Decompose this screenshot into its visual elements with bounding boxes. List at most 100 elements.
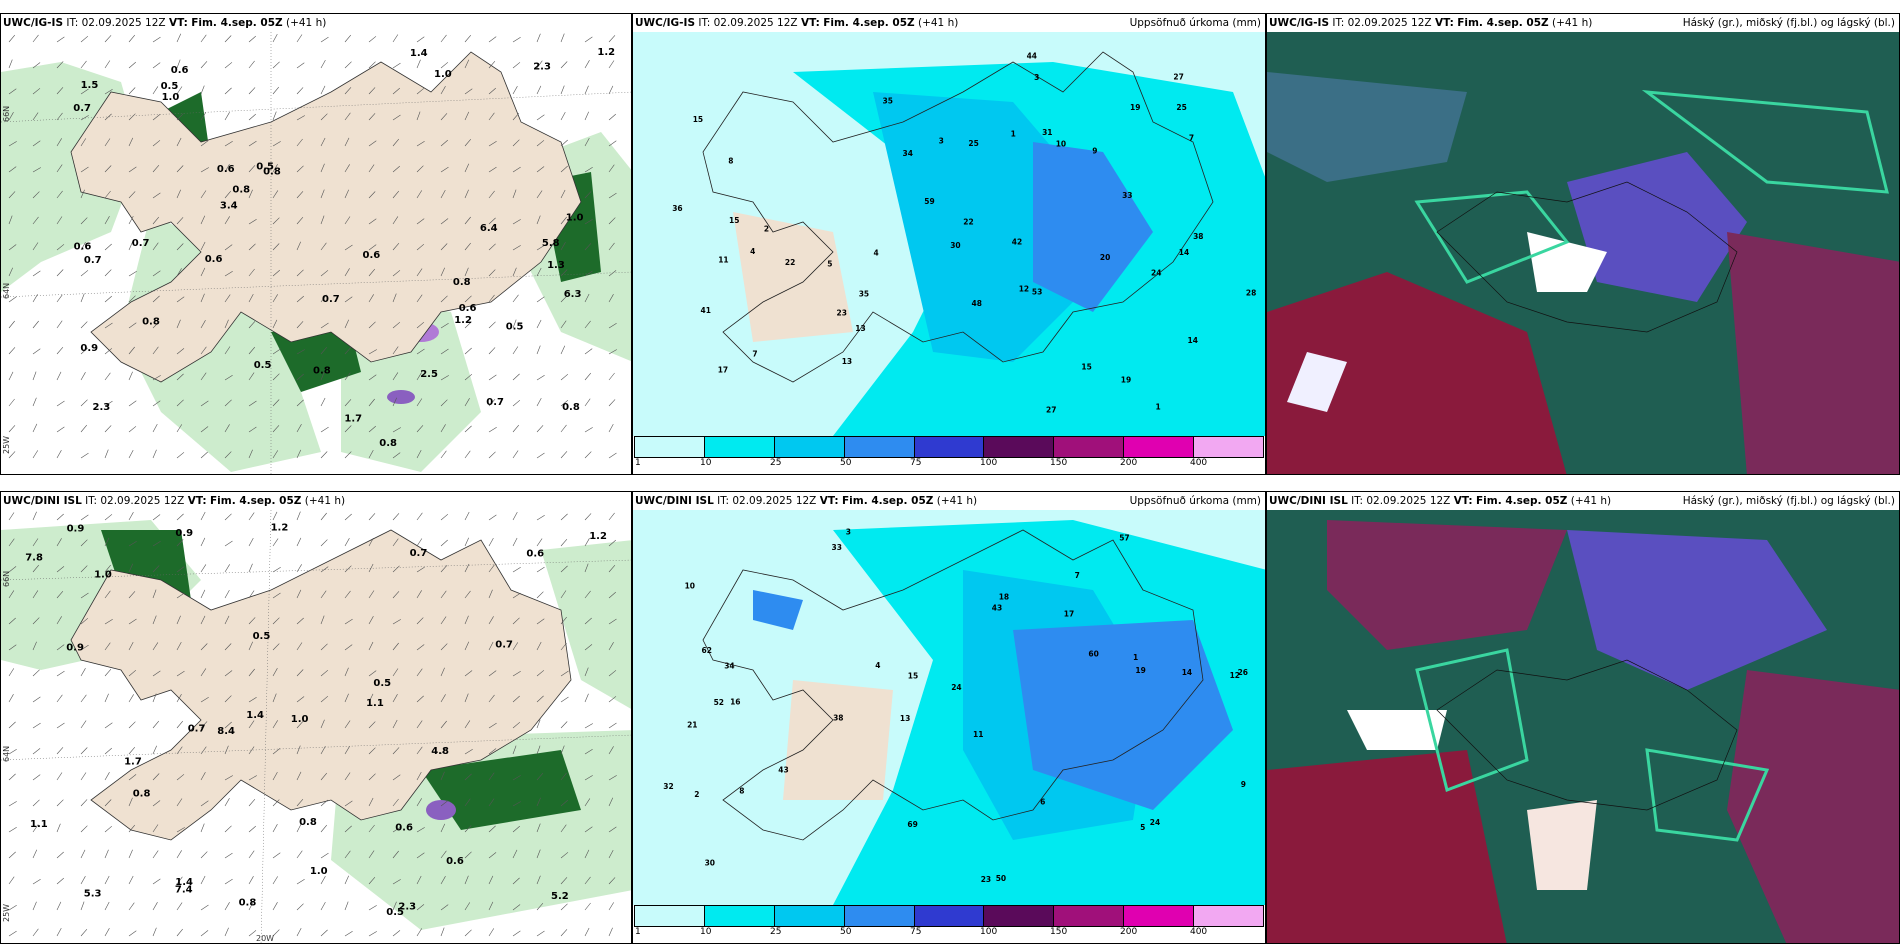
panel-subtitle: Háský (gr.), miðský (fj.bl.) og lágský (… xyxy=(1682,17,1895,29)
wind-barb xyxy=(440,513,449,521)
wind-barb xyxy=(152,745,157,755)
wind-barb xyxy=(296,696,305,703)
wind-barb xyxy=(248,268,255,277)
wind-barb xyxy=(32,348,41,355)
wind-barb xyxy=(296,721,304,729)
wind-barb xyxy=(128,346,135,355)
colorbar-tick-label: 1 xyxy=(635,927,641,937)
wind-barb xyxy=(32,538,39,547)
wind-barb xyxy=(608,322,617,329)
wind-barb xyxy=(440,322,449,329)
wind-barb xyxy=(512,775,521,781)
wind-barb xyxy=(8,668,15,677)
wind-barb xyxy=(32,191,40,199)
wind-barb xyxy=(200,697,209,703)
wind-barb xyxy=(80,189,85,199)
wind-barb xyxy=(56,851,64,859)
wind-barb xyxy=(320,824,328,833)
wind-barb xyxy=(512,346,519,355)
wind-barb xyxy=(392,619,401,625)
wind-barb xyxy=(392,642,399,651)
wind-barb xyxy=(56,901,62,911)
colorbar-cell xyxy=(984,437,1055,457)
wind-barb xyxy=(80,772,87,781)
value-label: 0.6 xyxy=(217,164,235,175)
wind-barb xyxy=(8,566,17,573)
wind-barb xyxy=(608,670,617,677)
wind-barb xyxy=(272,538,279,547)
wind-barb xyxy=(416,512,423,521)
wind-barb xyxy=(608,902,614,911)
wind-barb xyxy=(608,217,616,225)
value-label: 0.8 xyxy=(263,166,281,177)
wind-barb xyxy=(584,243,592,251)
wind-barb xyxy=(296,669,304,677)
wind-barb xyxy=(8,347,16,355)
value-label: 0.5 xyxy=(373,678,391,689)
wind-barb xyxy=(128,541,137,547)
wind-barb xyxy=(560,165,568,173)
wind-barb xyxy=(224,35,232,43)
value-label: 26 xyxy=(1238,668,1248,677)
wind-barb xyxy=(512,36,521,43)
colorbar-tick-label: 10 xyxy=(699,458,712,468)
wind-barb xyxy=(512,62,521,69)
wind-barb xyxy=(128,824,136,833)
wind-barb xyxy=(80,644,89,651)
wind-barb xyxy=(80,270,89,277)
colorbar-cell xyxy=(635,437,705,457)
wind-barb xyxy=(80,720,87,729)
colorbar-cell xyxy=(635,906,705,926)
wind-barb xyxy=(272,799,280,807)
wind-barb xyxy=(464,35,472,43)
wind-barb xyxy=(584,36,593,43)
wind-barb xyxy=(128,591,136,599)
wind-barb xyxy=(464,563,470,573)
value-label: 23 xyxy=(981,875,991,884)
wind-barb xyxy=(128,87,136,95)
wind-barb xyxy=(104,449,109,459)
wind-barb xyxy=(608,452,617,459)
wind-barb xyxy=(32,371,37,381)
value-label: 1 xyxy=(1156,402,1161,411)
wind-barb xyxy=(464,347,472,355)
colorbar-cell xyxy=(1124,906,1195,926)
wind-barb xyxy=(368,721,376,729)
wind-barb xyxy=(608,591,616,599)
wind-barb xyxy=(416,904,425,911)
wind-barb xyxy=(512,319,517,329)
wind-barb xyxy=(128,271,137,277)
wind-barb xyxy=(128,774,137,781)
value-label: 2 xyxy=(764,225,769,234)
wind-barb xyxy=(416,771,422,781)
wind-barb xyxy=(152,878,161,885)
wind-barb xyxy=(152,615,157,625)
value-label: 15 xyxy=(693,115,703,124)
wind-barb xyxy=(224,902,230,911)
wind-barb xyxy=(536,452,545,459)
wind-barb xyxy=(200,930,209,937)
wind-barb xyxy=(440,694,446,703)
value-label: 4.8 xyxy=(431,746,449,757)
wind-barb xyxy=(8,512,15,521)
wind-barb xyxy=(224,141,233,147)
wind-barb xyxy=(224,852,233,859)
wind-barb xyxy=(80,452,89,459)
colorbar-cells xyxy=(634,905,1264,927)
wind-barb xyxy=(296,62,305,69)
wind-barb xyxy=(560,33,565,43)
value-label: 1.2 xyxy=(454,315,472,326)
wind-barb xyxy=(392,34,399,43)
wind-barb xyxy=(176,399,184,407)
value-label: 35 xyxy=(883,97,893,106)
value-label: 0.8 xyxy=(453,277,471,288)
wind-barb xyxy=(392,321,401,329)
wind-barb xyxy=(608,877,616,885)
wind-barb xyxy=(320,695,329,703)
wind-barb xyxy=(512,695,520,703)
wind-barb xyxy=(248,537,254,547)
wind-barb xyxy=(200,875,206,885)
wind-barb xyxy=(248,218,257,225)
wind-barb xyxy=(56,877,64,885)
wind-barb xyxy=(8,296,17,303)
